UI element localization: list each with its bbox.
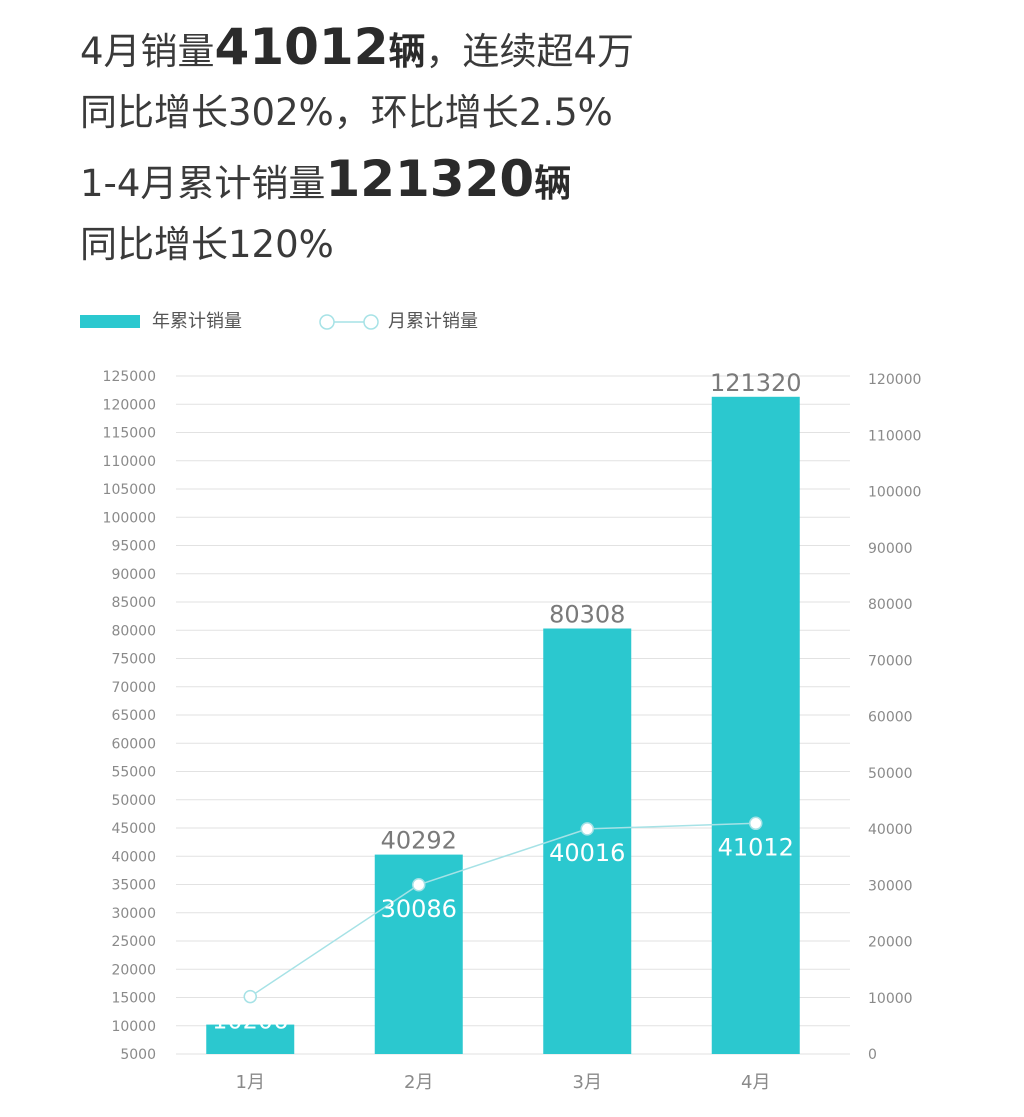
left-axis-tick-label: 120000 [103,397,156,413]
right-axis-tick-label: 0 [868,1047,877,1063]
right-axis-tick-label: 50000 [868,766,913,782]
legend-bar-label: 年累计销量 [152,311,242,332]
line-value-label: 41012 [718,833,794,861]
headline-3-big-number: 121320 [325,150,535,208]
headline-1-unit: 辆 [388,30,426,73]
line-point [580,822,594,836]
line-value-label: 10206 [212,1007,288,1035]
right-axis-tick-label: 60000 [868,710,913,726]
line-value-label: 30086 [381,895,457,923]
left-axis-tick-label: 80000 [111,623,156,639]
left-axis-tick-label: 25000 [111,934,156,950]
bar [711,396,800,1054]
left-axis-tick-label: 110000 [103,454,156,470]
bar [206,1024,295,1054]
left-axis-tick-label: 115000 [103,426,156,442]
headline-line-2: 同比增长302%，环比增长2.5% [80,91,613,134]
line-point [749,816,763,831]
line-point [243,989,257,1004]
headline-3-prefix: 1-4月累计销量 [80,162,326,205]
left-axis-tick-label: 100000 [103,510,156,526]
left-axis-tick-label: 125000 [103,369,156,385]
left-axis-tick-label: 45000 [111,821,156,837]
left-axis-tick-label: 10000 [111,1019,156,1035]
bar [543,628,632,1054]
line-point [412,878,426,892]
right-axis-tick-label: 20000 [868,935,913,951]
x-axis-tick-label: 3月 [573,1072,602,1093]
right-axis-tick-label: 70000 [868,653,913,669]
headline-1-suffix: ，连续超4万 [425,30,635,73]
legend-bar-swatch [80,315,140,328]
legend-line-swatch [319,314,379,330]
left-axis-tick-label: 20000 [111,962,156,978]
left-axis-tick-label: 90000 [111,567,156,583]
right-axis-tick-label: 30000 [868,878,913,894]
left-axis-tick-label: 105000 [103,482,156,498]
left-axis-tick-label: 40000 [111,849,156,865]
bar-value-label: 80308 [549,601,625,629]
headline-1-big-number: 41012 [214,18,389,76]
left-axis-tick-label: 65000 [111,708,156,724]
left-axis-tick-label: 70000 [111,680,156,696]
left-axis-tick-label: 95000 [111,539,156,555]
right-axis-tick-label: 80000 [868,597,913,613]
headline-3-unit: 辆 [534,162,572,205]
right-axis-tick-label: 110000 [868,428,921,444]
line-value-label: 40016 [549,839,625,867]
left-axis-tick-label: 55000 [111,765,156,781]
headline-line-3: 1-4月累计销量121320辆 [80,146,634,212]
left-axis-tick-label: 75000 [111,652,156,668]
right-axis-tick-label: 100000 [868,485,921,501]
left-axis-tick-label: 5000 [120,1047,156,1063]
x-axis-tick-label: 2月 [404,1072,433,1093]
x-axis-tick-label: 1月 [236,1072,265,1093]
x-axis-tick-label: 4月 [741,1072,770,1093]
headline-line-4: 同比增长120% [80,223,334,266]
left-axis-tick-label: 50000 [111,793,156,809]
left-axis-tick-label: 60000 [111,736,156,752]
left-axis-tick-label: 35000 [111,878,156,894]
right-axis-tick-label: 10000 [868,991,913,1007]
right-axis-tick-label: 40000 [868,822,913,838]
bar-value-label: 121320 [710,369,802,397]
headline-1-prefix: 4月销量 [80,30,215,73]
right-axis-tick-label: 90000 [868,541,913,557]
combo-chart: 5000 10000 15000 20000 25000 30000 35000 40000 4… [103,369,922,1093]
left-axis-tick-label: 15000 [111,991,156,1007]
bar-value-label: 40292 [381,827,457,855]
left-axis-tick-label: 30000 [111,906,156,922]
headline: 4月销量41012辆，连续超4万 同比增长302%，环比增长2.5% 1-4月累… [80,14,634,278]
line-series-path [249,822,756,998]
headline-line-1: 4月销量41012辆，连续超4万 [80,14,634,80]
left-axis-tick-label: 85000 [111,595,156,611]
legend-line-label: 月累计销量 [388,311,478,332]
right-axis-tick-label: 120000 [868,372,921,388]
